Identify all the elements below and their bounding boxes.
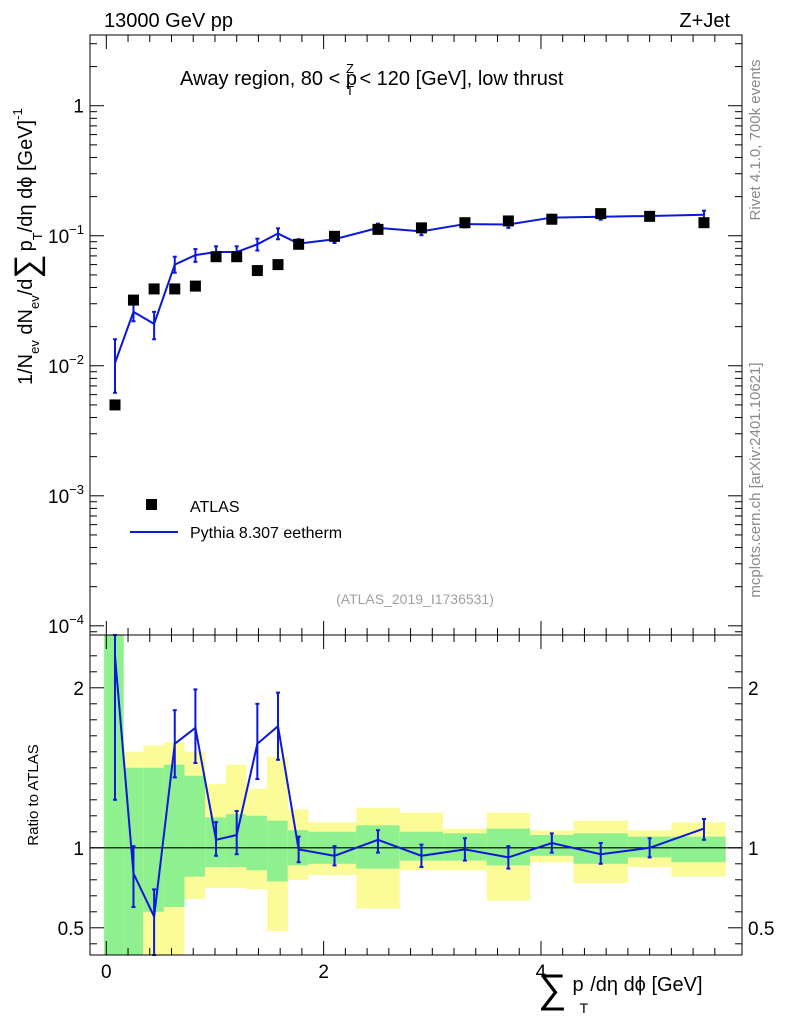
main-y-tick-label: 1 — [73, 97, 84, 118]
header-energy: 13000 GeV pp — [104, 10, 233, 32]
ylabel-b: ev — [27, 340, 42, 354]
ratio-inner-band — [671, 836, 726, 863]
legend-mc-label: Pythia 8.307 eetherm — [190, 525, 342, 542]
ratio-y-tick-label-right: 1 — [748, 839, 759, 860]
mc-line — [114, 213, 704, 364]
ratio-tick-labels: 0.5 0.5 1 1 2 2 0 2 4 — [58, 679, 775, 983]
ylabel-c: dN — [15, 309, 37, 340]
ratio-y-tick-label-left: 2 — [73, 679, 84, 700]
data-series — [109, 208, 710, 411]
main-y-tick-labels: 10−4 10−3 10−2 10−1 1 — [48, 97, 84, 638]
ylabel-rest: /dη dϕ [GeV] — [15, 120, 37, 232]
ratio-inner-band — [104, 635, 124, 955]
ylabel-p: p — [15, 240, 37, 251]
xlabel-p: p — [573, 974, 584, 996]
ratio-y-tick-label-left: 1 — [73, 839, 84, 860]
data-point — [109, 399, 121, 411]
ylabel-e: /d — [15, 279, 37, 296]
data-point — [251, 265, 263, 277]
ratio-inner-band — [267, 820, 288, 882]
ylabel-exp: -1 — [10, 108, 25, 120]
main-y-tick-label: 10−1 — [48, 222, 84, 248]
main-y-tick-label: 10−3 — [48, 482, 84, 508]
ratio-uncertainty-bands — [104, 635, 726, 955]
data-point — [415, 222, 427, 234]
annotation-post: < 120 [GeV], low thrust — [354, 68, 564, 90]
legend-data-marker — [146, 499, 157, 510]
main-axis-ticks — [90, 35, 742, 635]
data-point — [148, 283, 160, 295]
ratio-plot-frame — [89, 634, 743, 956]
annotation-pre: Away region, 80 < p — [180, 68, 357, 90]
ratio-axis-ticks — [90, 635, 742, 955]
xlabel-rest: /dη dϕ [GeV] — [590, 974, 702, 996]
ylabel-a: 1/N — [15, 354, 37, 385]
data-point — [127, 294, 139, 306]
ratio-mc-series — [112, 634, 706, 956]
x-tick-label: 4 — [536, 962, 547, 983]
annotation-sub: T — [346, 83, 354, 98]
data-point — [169, 283, 181, 295]
ratio-inner-band — [184, 775, 206, 877]
data-point — [372, 223, 384, 235]
data-point — [231, 251, 243, 263]
source-label: mcplots.cern.ch [arXiv:2401.10621] — [747, 362, 764, 597]
main-y-tick-label: 10−4 — [48, 612, 84, 638]
rivet-version-label: Rivet 4.1.0, 700k events — [747, 60, 764, 221]
ylabel-sigma: ∑ — [8, 254, 46, 278]
legend-data-label: ATLAS — [190, 499, 240, 516]
ylabel-sub: T — [30, 232, 45, 240]
main-y-tick-label: 10−2 — [48, 352, 84, 378]
xlabel-sigma: ∑ — [538, 967, 567, 1011]
data-point — [502, 215, 514, 227]
ratio-y-tick-label-right: 0.5 — [748, 919, 774, 940]
data-point — [595, 208, 607, 220]
x-tick-label: 0 — [101, 962, 112, 983]
data-point — [272, 259, 284, 271]
data-point — [644, 210, 656, 222]
xlabel-sub: T — [580, 1000, 589, 1016]
ratio-inner-band — [246, 815, 268, 871]
ratio-y-tick-label-right: 2 — [748, 679, 759, 700]
region-annotation: Away region, 80 < pZ T < 120 [GeV], low t… — [180, 61, 564, 98]
x-tick-label: 2 — [318, 962, 329, 983]
ratio-y-axis-label: Ratio to ATLAS — [25, 744, 42, 845]
header-process: Z+Jet — [679, 10, 730, 32]
analysis-reference: (ATLAS_2019_I1736531) — [336, 591, 494, 607]
ylabel-d: ev — [27, 295, 42, 309]
data-point — [698, 217, 710, 229]
ratio-y-tick-label-left: 0.5 — [58, 919, 84, 940]
data-point — [210, 251, 222, 263]
mc-series — [112, 209, 706, 394]
data-point — [189, 280, 201, 292]
ratio-inner-band — [163, 764, 185, 907]
main-y-axis-label: 1/Nev dNev/d∑pT/dη dϕ [GeV]-1 — [8, 108, 46, 385]
x-axis-label: ∑ p T/dη dϕ [GeV] — [538, 967, 703, 1016]
annotation-sup: Z — [346, 61, 354, 76]
main-plot-frame — [89, 34, 743, 636]
data-point — [329, 230, 340, 242]
data-point — [459, 217, 471, 229]
data-point — [546, 213, 558, 225]
data-point — [293, 238, 305, 250]
